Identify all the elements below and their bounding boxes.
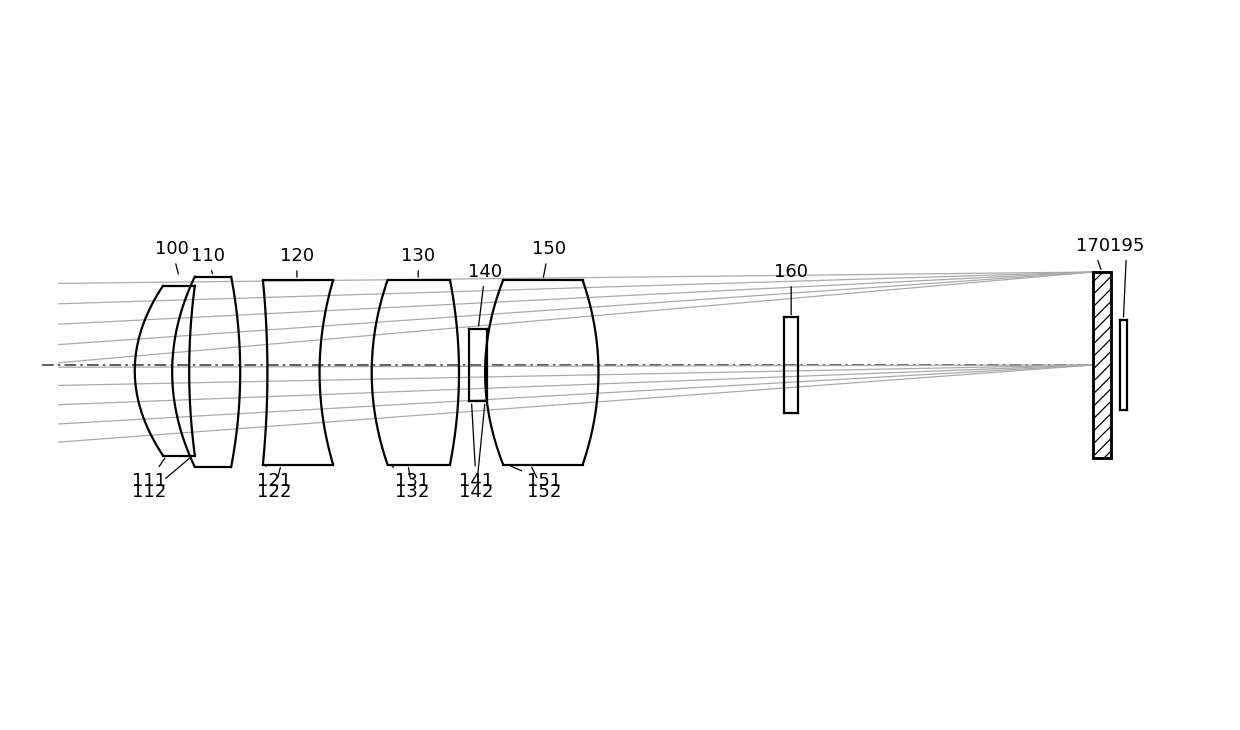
Text: 120: 120 xyxy=(280,247,314,277)
Text: 160: 160 xyxy=(774,263,808,315)
Text: 121: 121 xyxy=(257,465,291,490)
Text: 142: 142 xyxy=(459,404,494,501)
Text: 141: 141 xyxy=(459,404,494,490)
Text: 111: 111 xyxy=(133,458,166,490)
Text: 170: 170 xyxy=(1075,237,1110,269)
Text: 152: 152 xyxy=(527,467,562,501)
Text: 151: 151 xyxy=(511,466,562,490)
Text: 140: 140 xyxy=(467,263,502,326)
Text: 122: 122 xyxy=(257,467,291,501)
Text: 112: 112 xyxy=(133,458,191,501)
Text: 132: 132 xyxy=(396,467,430,501)
Bar xyxy=(1092,272,1111,458)
Text: 110: 110 xyxy=(191,247,226,274)
Text: 150: 150 xyxy=(532,240,565,277)
Text: 131: 131 xyxy=(392,466,429,490)
Text: 100: 100 xyxy=(155,240,190,274)
Bar xyxy=(1092,272,1111,458)
Text: 130: 130 xyxy=(401,247,435,277)
Text: 195: 195 xyxy=(1110,237,1145,317)
